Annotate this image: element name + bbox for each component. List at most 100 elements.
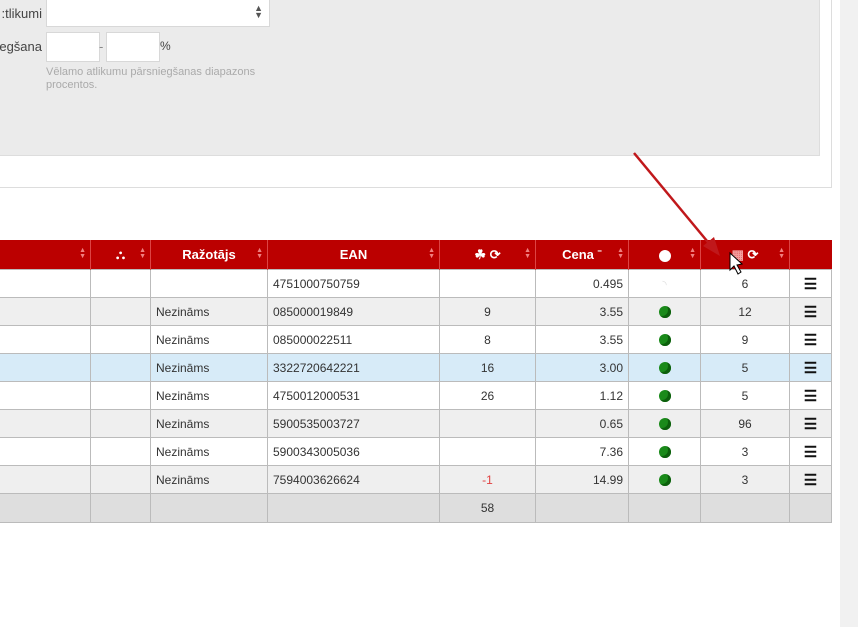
- header-label: EAN: [339, 247, 368, 262]
- row-menu-button[interactable]: ☰: [789, 465, 832, 494]
- total-cell: [267, 493, 440, 523]
- col-header-days[interactable]: ▦ ⟳ ▲ ▼: [700, 240, 790, 270]
- menu-icon: ☰: [803, 359, 818, 377]
- exceed-from-input[interactable]: [46, 32, 100, 62]
- cubes-icon: ☘: [474, 246, 487, 262]
- col-header-price[interactable]: Cena ˉ ▲ ▼: [535, 240, 629, 270]
- cell-stock: [439, 409, 536, 438]
- table-row[interactable]: 4751000750759 0.495 ◝ 6 ☰: [0, 269, 832, 298]
- row-menu-button[interactable]: ☰: [789, 269, 832, 298]
- refresh-icon: ⟳: [489, 246, 501, 262]
- menu-icon: ☰: [803, 443, 818, 461]
- stock-label: tlikumi:: [1, 6, 42, 21]
- cell-online: [628, 297, 701, 326]
- cell-price: 14.99: [535, 465, 629, 494]
- header-label: Cena: [562, 247, 594, 262]
- cell-manufacturer: Nezināms: [150, 353, 268, 382]
- col-header-ean[interactable]: EAN ▲ ▼: [267, 240, 440, 270]
- globe-icon: [658, 249, 671, 262]
- cell-category: [90, 465, 151, 494]
- row-menu-button[interactable]: ☰: [789, 409, 832, 438]
- cell-category: [90, 297, 151, 326]
- table-row[interactable]: Nezināms 7594003626624 -1 14.99 3 ☰: [0, 465, 832, 494]
- menu-icon: ☰: [803, 471, 818, 489]
- menu-icon: ☰: [803, 275, 818, 293]
- menu-icon: ☰: [803, 303, 818, 321]
- filter-well: tlikumi: ▲ ▼ egšana - % Vēlamo atlikumu p…: [0, 0, 820, 156]
- cell-days: 6: [700, 269, 790, 298]
- table-row[interactable]: Nezināms 5900343005036 7.36 3 ☰: [0, 437, 832, 466]
- menu-icon: ☰: [803, 387, 818, 405]
- total-stock: 58: [439, 493, 536, 523]
- cell-online: [628, 325, 701, 354]
- row-menu-button[interactable]: ☰: [789, 297, 832, 326]
- table-row[interactable]: Nezināms 085000019849 9 3.55 12 ☰: [0, 297, 832, 326]
- cell-stock: [439, 269, 536, 298]
- cell-online: ◝: [628, 269, 701, 298]
- menu-icon: ☰: [803, 415, 818, 433]
- cell-price: 7.36: [535, 437, 629, 466]
- total-cell: [150, 493, 268, 523]
- total-cell: [535, 493, 629, 523]
- menu-icon: ☰: [803, 331, 818, 349]
- products-table: ▲ ▼ ⛬ ▲ ▼ Ražotājs ▲ ▼ EAN ▲ ▼ ☘ ⟳ ▲ ▼ Cena ˉ ▲ ▼ ▲…: [0, 240, 832, 523]
- cell-name: [0, 325, 91, 354]
- cell-stock: 16: [439, 353, 536, 382]
- cell-price: 0.65: [535, 409, 629, 438]
- cell-ean: 7594003626624: [267, 465, 440, 494]
- cell-category: [90, 353, 151, 382]
- table-row[interactable]: Nezināms 5900535003727 0.65 96 ☰: [0, 409, 832, 438]
- col-header-manufacturer[interactable]: Ražotājs ▲ ▼: [150, 240, 268, 270]
- cell-days: 12: [700, 297, 790, 326]
- select-arrows-icon: ▲ ▼: [254, 3, 263, 20]
- row-menu-button[interactable]: ☰: [789, 325, 832, 354]
- cell-price: 1.12: [535, 381, 629, 410]
- row-menu-button[interactable]: ☰: [789, 381, 832, 410]
- col-header-actions: [789, 240, 832, 270]
- col-header-stock[interactable]: ☘ ⟳ ▲ ▼: [439, 240, 536, 270]
- col-header-category[interactable]: ⛬ ▲ ▼: [90, 240, 151, 270]
- cell-manufacturer: Nezināms: [150, 381, 268, 410]
- cell-name: [0, 269, 91, 298]
- total-cell: [90, 493, 151, 523]
- row-menu-button[interactable]: ☰: [789, 437, 832, 466]
- cell-days: 96: [700, 409, 790, 438]
- globe-icon: [658, 474, 671, 487]
- refresh-icon: ⟳: [747, 246, 759, 262]
- cell-manufacturer: Nezināms: [150, 437, 268, 466]
- globe-icon: [658, 418, 671, 431]
- exceed-to-input[interactable]: [106, 32, 160, 62]
- row-menu-button[interactable]: ☰: [789, 353, 832, 382]
- col-header-name[interactable]: ▲ ▼: [0, 240, 91, 270]
- cell-manufacturer: Nezināms: [150, 297, 268, 326]
- cell-ean: 085000019849: [267, 297, 440, 326]
- calendar-icon: ▦: [731, 246, 744, 262]
- col-header-online[interactable]: ▲ ▼: [628, 240, 701, 270]
- table-row[interactable]: Nezināms 085000022511 8 3.55 9 ☰: [0, 325, 832, 354]
- cell-online: [628, 353, 701, 382]
- cell-category: [90, 381, 151, 410]
- cell-ean: 085000022511: [267, 325, 440, 354]
- rss-icon: ◝: [662, 278, 667, 291]
- help-text: Vēlamo atlikumu pārsniegšanas diapazons …: [46, 66, 256, 91]
- cell-stock: 8: [439, 325, 536, 354]
- range-dash: -: [99, 39, 104, 54]
- cell-stock: -1: [439, 465, 536, 494]
- total-cell: [0, 493, 91, 523]
- cell-category: [90, 409, 151, 438]
- table-row[interactable]: Nezināms 3322720642221 16 3.00 5 ☰: [0, 353, 832, 382]
- cell-online: [628, 409, 701, 438]
- total-cell: [628, 493, 701, 523]
- stock-select[interactable]: ▲ ▼: [46, 0, 270, 27]
- header-label: Ražotājs: [182, 247, 236, 262]
- cell-manufacturer: Nezināms: [150, 465, 268, 494]
- globe-icon: [658, 362, 671, 375]
- table-row[interactable]: Nezināms 4750012000531 26 1.12 5 ☰: [0, 381, 832, 410]
- cell-days: 3: [700, 465, 790, 494]
- cell-ean: 4750012000531: [267, 381, 440, 410]
- globe-icon: [658, 390, 671, 403]
- cell-name: [0, 465, 91, 494]
- page-scrollbar[interactable]: [840, 0, 858, 627]
- cell-stock: 9: [439, 297, 536, 326]
- cell-days: 3: [700, 437, 790, 466]
